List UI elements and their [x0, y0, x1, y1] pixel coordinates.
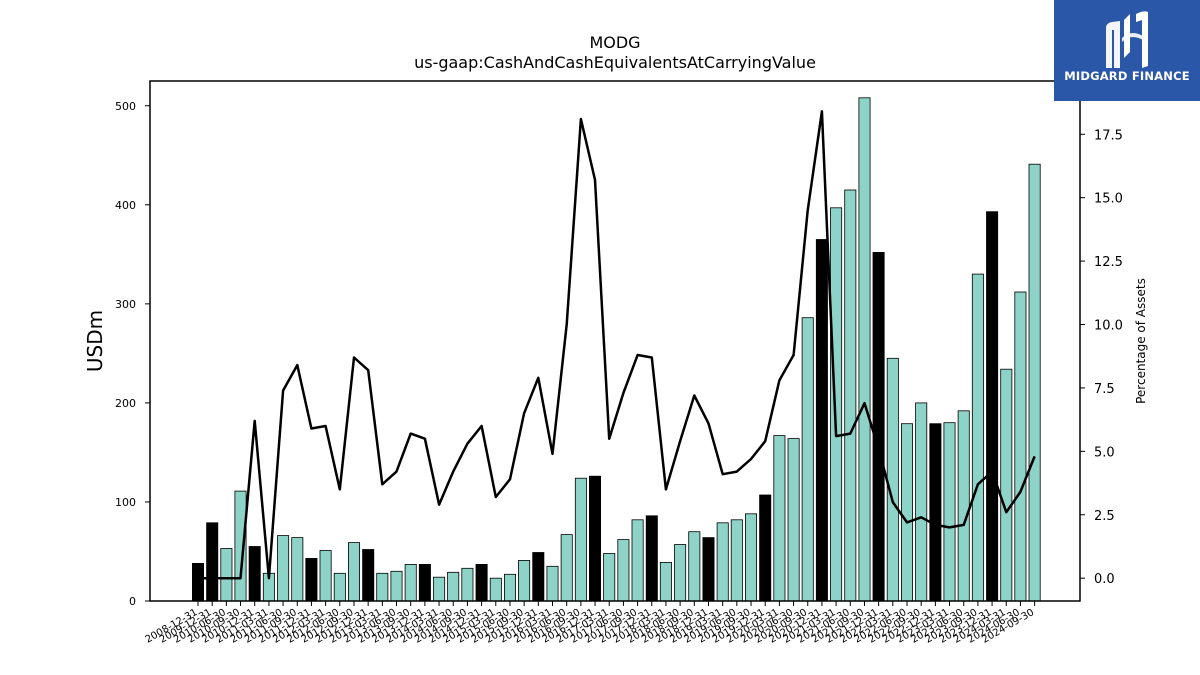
bar: [702, 537, 715, 602]
chart-title: MODG: [589, 33, 641, 52]
left-tick-label: 0: [129, 595, 136, 608]
bar: [518, 560, 531, 602]
bar: [347, 542, 360, 602]
bar: [1014, 291, 1027, 602]
right-tick-label: 10.0: [1094, 319, 1123, 334]
midgard-logo-icon: [1106, 11, 1148, 68]
bar: [589, 475, 602, 602]
bar: [404, 564, 417, 602]
bar: [390, 570, 403, 602]
percentage-line: [198, 110, 1036, 580]
bar: [376, 572, 389, 602]
left-tick-label: 400: [115, 199, 136, 212]
bar: [929, 423, 942, 602]
bar: [844, 189, 857, 602]
bar: [872, 251, 885, 602]
bar: [319, 550, 332, 602]
bar: [333, 572, 346, 602]
y-axis-label: USDm: [83, 310, 107, 372]
logo-text: MIDGARD FINANCE: [1064, 69, 1190, 83]
right-tick-label: 15.0: [1094, 192, 1123, 207]
bar: [248, 546, 261, 602]
bar: [603, 553, 616, 602]
y2-axis-label: Percentage of Assets: [1134, 278, 1148, 404]
bar: [503, 573, 516, 602]
bar: [801, 317, 814, 602]
bar: [957, 410, 970, 602]
bar: [277, 535, 290, 602]
bar: [631, 519, 644, 602]
left-tick-label: 300: [115, 298, 136, 311]
bar: [659, 562, 672, 602]
right-axis: 0.0 2.5 5.0 7.5 10.0 12.5 15.0 17.5: [1080, 128, 1123, 587]
bar: [1000, 368, 1013, 602]
bar: [716, 522, 729, 602]
bar: [858, 97, 871, 602]
bar: [546, 565, 559, 602]
bar: [645, 515, 658, 602]
bar: [206, 522, 219, 602]
bar: [532, 552, 545, 602]
bar: [362, 549, 375, 602]
bar: [617, 539, 630, 602]
right-tick-label: 12.5: [1094, 255, 1123, 270]
bar: [915, 402, 928, 602]
left-tick-label: 500: [115, 100, 136, 113]
bar: [688, 531, 701, 602]
bar: [447, 571, 460, 602]
bar: [971, 273, 984, 602]
bar: [815, 239, 828, 602]
right-tick-label: 17.5: [1094, 128, 1123, 143]
plot-frame: [149, 80, 1081, 602]
left-tick-label: 100: [115, 496, 136, 509]
bar: [773, 435, 786, 602]
bar: [745, 513, 758, 602]
bar: [489, 577, 502, 602]
bar: [830, 207, 843, 602]
midgard-finance-logo: MIDGARD FINANCE: [1054, 0, 1200, 101]
line-series: [198, 110, 1036, 580]
x-axis: 2008-12-312009-12-312010-06-302010-09-30…: [144, 601, 1036, 646]
chart-subtitle: us-gaap:CashAndCashEquivalentsAtCarrying…: [414, 53, 816, 72]
bar: [1028, 163, 1041, 602]
bar: [943, 422, 956, 602]
bar: [191, 563, 204, 602]
bar: [574, 477, 587, 602]
bar: [560, 534, 573, 602]
bar: [986, 211, 999, 602]
bar: [759, 494, 772, 602]
bar: [901, 423, 914, 602]
bar: [305, 558, 318, 602]
left-tick-label: 200: [115, 397, 136, 410]
bar-series: [191, 97, 1041, 602]
right-tick-label: 5.0: [1094, 445, 1115, 460]
bar: [730, 519, 743, 602]
bar: [886, 357, 899, 602]
right-tick-label: 2.5: [1094, 509, 1115, 524]
bar: [291, 537, 304, 602]
bar: [674, 544, 687, 602]
bar: [461, 567, 474, 602]
bar: [220, 548, 233, 602]
bar: [787, 438, 800, 602]
right-tick-label: 7.5: [1094, 382, 1115, 397]
bar: [475, 564, 488, 602]
bar: [418, 564, 431, 602]
right-tick-label: 0.0: [1094, 572, 1115, 587]
bar: [433, 576, 446, 602]
left-axis: 0 100 200 300 400 500: [115, 100, 150, 608]
